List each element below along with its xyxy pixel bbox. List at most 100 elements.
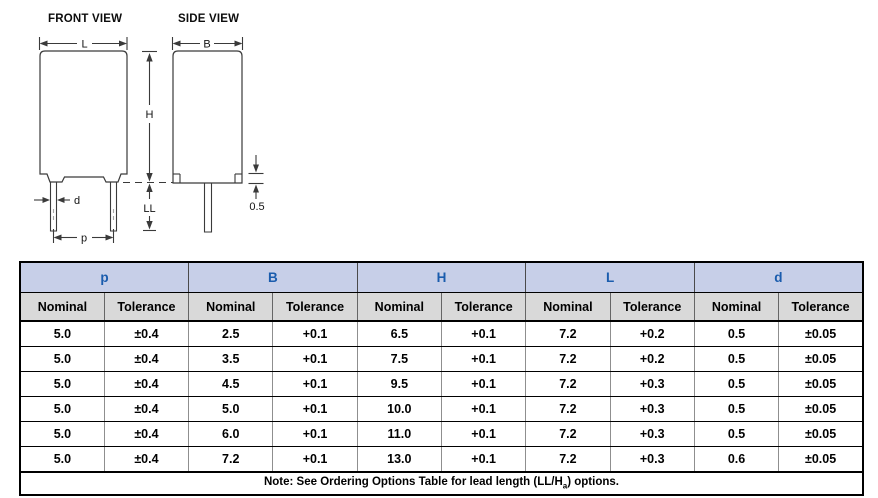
dimension-cell: +0.1: [440, 321, 526, 347]
dimension-cell: 13.0: [356, 446, 442, 473]
subheader-L-nominal: Nominal: [525, 292, 611, 322]
dimension-cell: 9.5: [356, 371, 442, 397]
dim-label-H: H: [146, 109, 154, 121]
dimension-cell: 7.2: [525, 371, 611, 397]
dim-label-LL: LL: [143, 203, 155, 215]
dim-standoff: 0.5: [248, 155, 265, 213]
dim-label-L: L: [81, 39, 87, 51]
col-group-d: d: [693, 262, 863, 293]
dimension-cell: +0.1: [272, 396, 358, 422]
note-text-post: ) options.: [567, 476, 619, 489]
dimension-cell: ±0.4: [103, 446, 189, 473]
dimension-cell: 7.2: [525, 421, 611, 447]
dimension-cell: +0.1: [272, 421, 358, 447]
note-text-sub: a: [562, 481, 568, 491]
dimension-cell: 7.2: [525, 321, 611, 347]
dimension-cell: ±0.05: [778, 446, 863, 473]
dimension-diagram: FRONT VIEW SIDE VIEW L H: [34, 13, 265, 245]
dimension-cell: 0.5: [693, 321, 779, 347]
dimension-cell: 5.0: [19, 321, 105, 347]
dimension-cell: ±0.05: [778, 396, 863, 422]
side-view-title: SIDE VIEW: [178, 13, 239, 25]
table-row: 5.0 ±0.4 3.5 +0.1 7.5 +0.1 7.2 +0.2 0.5 ±0.05: [19, 346, 863, 372]
table-row: 5.0 ±0.4 7.2 +0.1 13.0 +0.1 7.2 +0.3 0.6 ±0.05: [19, 446, 863, 473]
note-row: Note: See Ordering Options Table for lea…: [20, 472, 863, 495]
table-row: 5.0 ±0.4 2.5 +0.1 6.5 +0.1 7.2 +0.2 0.5 ±0.05: [19, 321, 863, 347]
dim-H: H: [142, 50, 157, 182]
note-text-pre: Note: See Ordering Options Table for lea…: [263, 476, 563, 489]
dimension-cell: 5.0: [188, 396, 273, 422]
table-row: 5.0 ±0.4 6.0 +0.1 11.0 +0.1 7.2 +0.3 0.5 ±0.05: [19, 421, 863, 447]
dimension-cell: +0.2: [609, 346, 695, 372]
dim-L: L: [38, 37, 128, 51]
dimensions-table-body: 5.0 ±0.4 2.5 +0.1 6.5 +0.1 7.2 +0.2 0.5 ±0.05 5.0 ±…: [19, 321, 863, 473]
dimension-cell: +0.1: [272, 321, 358, 347]
dimension-cell: 7.2: [525, 396, 611, 422]
subheader-B-tolerance: Tolerance: [272, 292, 358, 322]
side-view-body: [172, 50, 243, 233]
dimension-cell: 7.2: [525, 346, 611, 372]
dimension-cell: +0.1: [272, 371, 358, 397]
note-cell: Note: See Ordering Options Table for lea…: [20, 472, 863, 495]
subheader-L-tolerance: Tolerance: [609, 292, 695, 322]
dimension-cell: +0.1: [440, 446, 526, 473]
dimension-cell: +0.1: [440, 371, 526, 397]
dimension-cell: ±0.4: [103, 371, 189, 397]
dimension-cell: 5.0: [19, 371, 105, 397]
dimension-cell: +0.3: [609, 371, 695, 397]
dimension-cell: +0.1: [440, 346, 526, 372]
dimension-cell: ±0.4: [103, 346, 189, 372]
subheader-d-tolerance: Tolerance: [778, 292, 863, 322]
col-group-B: B: [188, 262, 358, 293]
dimension-cell: +0.3: [609, 421, 695, 447]
dimension-cell: ±0.4: [103, 321, 189, 347]
subheader-p-tolerance: Tolerance: [103, 292, 189, 322]
dimension-cell: 5.0: [19, 346, 105, 372]
dim-label-d: d: [74, 195, 80, 207]
dimension-cell: 7.2: [188, 446, 273, 473]
dimension-cell: ±0.05: [778, 371, 863, 397]
front-view-body: [39, 50, 128, 232]
dim-B: B: [171, 37, 244, 51]
col-group-H: H: [356, 262, 526, 293]
dim-label-B: B: [203, 39, 210, 51]
dimension-cell: +0.1: [272, 446, 358, 473]
dimension-cell: 7.5: [356, 346, 442, 372]
dimension-cell: 2.5: [188, 321, 273, 347]
dimension-cell: 0.5: [693, 396, 779, 422]
dimension-cell: +0.1: [272, 346, 358, 372]
subheader-B-nominal: Nominal: [188, 292, 273, 322]
dimension-cell: 7.2: [525, 446, 611, 473]
dimension-cell: +0.2: [609, 321, 695, 347]
dimension-cell: 4.5: [188, 371, 273, 397]
table-row: 5.0 ±0.4 4.5 +0.1 9.5 +0.1 7.2 +0.3 0.5 ±0.05: [19, 371, 863, 397]
dim-label-p: p: [81, 233, 87, 245]
dimension-cell: +0.1: [440, 421, 526, 447]
dimension-cell: 6.0: [188, 421, 273, 447]
group-header-row: p B H L d: [19, 262, 863, 293]
dimension-cell: 5.0: [19, 446, 105, 473]
dimension-cell: 5.0: [19, 396, 105, 422]
subheader-p-nominal: Nominal: [19, 292, 105, 322]
dimension-cell: 6.5: [356, 321, 442, 347]
subheader-row: Nominal Tolerance Nominal Tolerance Nomi…: [19, 292, 863, 322]
col-group-L: L: [525, 262, 695, 293]
dimension-cell: 5.0: [19, 421, 105, 447]
dimension-cell: 3.5: [188, 346, 273, 372]
dimension-cell: ±0.05: [778, 346, 863, 372]
dimension-cell: 0.5: [693, 421, 779, 447]
subheader-H-nominal: Nominal: [356, 292, 442, 322]
dimension-cell: 11.0: [356, 421, 442, 447]
dimension-cell: 10.0: [356, 396, 442, 422]
dimension-cell: +0.3: [609, 396, 695, 422]
dimension-cell: 0.5: [693, 346, 779, 372]
dim-d: d: [34, 195, 80, 207]
dimension-cell: ±0.4: [103, 421, 189, 447]
dimension-cell: ±0.05: [778, 421, 863, 447]
dimension-cell: ±0.05: [778, 321, 863, 347]
dimension-cell: +0.3: [609, 446, 695, 473]
dim-p: p: [52, 229, 115, 245]
dimension-cell: 0.5: [693, 371, 779, 397]
dim-LL: LL: [143, 183, 156, 232]
